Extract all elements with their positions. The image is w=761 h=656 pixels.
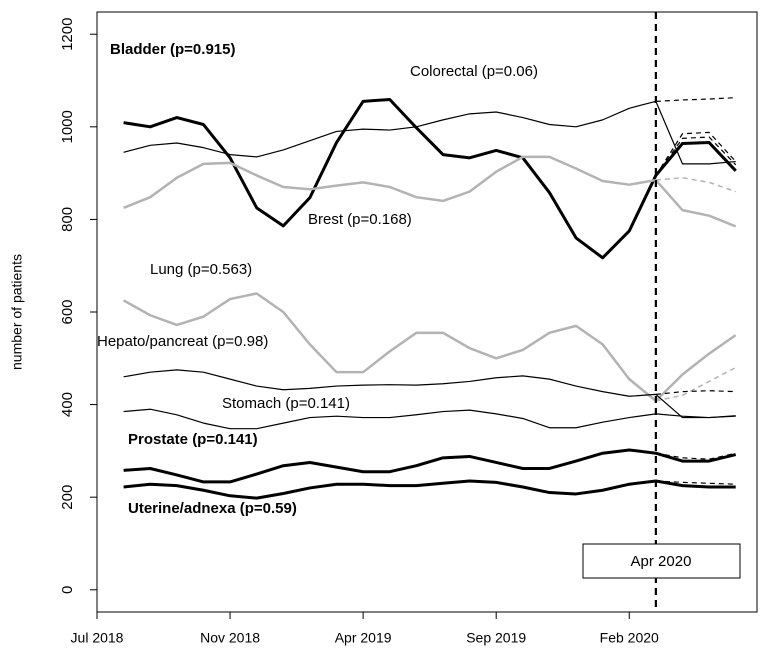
y-tick-label: 400 [59,392,76,417]
forecast-line [655,131,737,176]
series-label: Hepato/pancreat (p=0.98) [97,333,268,350]
y-tick-label: 800 [59,207,76,232]
marker-label-box [582,543,741,579]
forecast-line [655,452,736,460]
y-tick-label: 200 [59,485,76,510]
x-tick-label: Feb 2020 [600,630,659,646]
forecast-line [655,97,736,102]
series-label: Prostate (p=0.141) [128,431,258,448]
series-line [123,155,737,228]
marker-label: Apr 2020 [631,553,692,570]
series-line [123,369,736,419]
forecast-line [655,366,737,402]
series-label: Colorectal (p=0.06) [410,63,538,80]
series-label: Uterine/adnexa (p=0.59) [128,500,297,517]
series-line [123,479,736,500]
series-label: Lung (p=0.563) [150,261,252,278]
series-line [123,292,737,403]
y-tick-label: 1000 [59,110,76,143]
series-line [123,448,737,484]
forecast-line [655,390,736,396]
forecast-line [655,136,737,176]
y-tick-label: 600 [59,299,76,324]
y-tick-label: 1200 [59,18,76,51]
series-label: Brest (p=0.168) [308,211,412,228]
plot-frame [96,11,758,613]
forecast-line [655,176,736,193]
x-tick-label: Nov 2018 [200,630,260,646]
forecast-line [655,480,736,485]
x-tick-label: Jul 2018 [71,630,124,646]
y-tick-label: 0 [59,586,76,594]
x-tick-label: Apr 2019 [335,630,392,646]
series-label: Bladder (p=0.915) [110,41,235,58]
series-line [123,408,736,430]
x-tick-label: Sep 2019 [466,630,526,646]
series-label: Stomach (p=0.141) [222,395,350,412]
series-line [123,98,737,260]
series-line [123,100,736,165]
y-axis-label: number of patients [9,254,25,370]
